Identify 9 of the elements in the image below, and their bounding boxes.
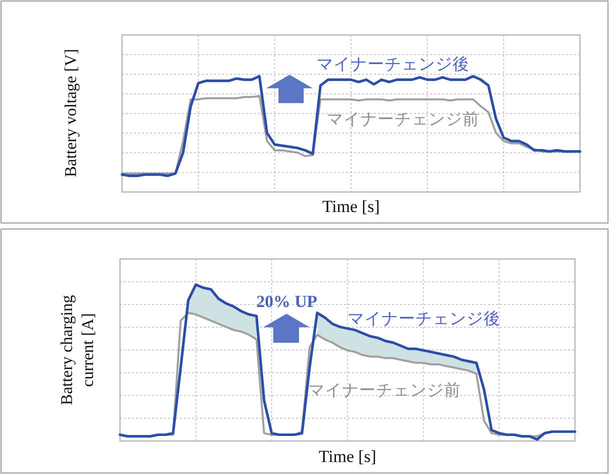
y-axis-title: Battery voltage [V] bbox=[61, 48, 80, 178]
series-label: マイナーチェンジ後 bbox=[316, 54, 470, 74]
x-axis-title: Time [s] bbox=[318, 447, 376, 466]
x-axis-title: Time [s] bbox=[322, 197, 380, 216]
series-label: マイナーチェンジ後 bbox=[348, 308, 500, 328]
series-label: マイナーチェンジ前 bbox=[308, 380, 462, 400]
series-label: マイナーチェンジ前 bbox=[326, 109, 480, 128]
y-axis-title: Battery charging current [A] bbox=[57, 294, 97, 406]
annotation: 20% UP bbox=[256, 292, 318, 312]
